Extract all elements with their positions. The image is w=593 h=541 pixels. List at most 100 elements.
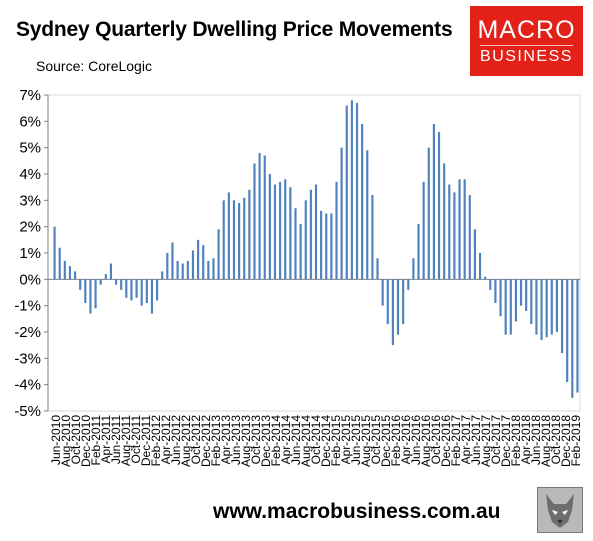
x-tick-label: Jun-2014 <box>289 415 303 465</box>
x-tick-label: Apr-2017 <box>459 415 473 465</box>
x-tick-label: Oct-2014 <box>309 415 323 465</box>
x-tick-label: Apr-2013 <box>219 415 233 465</box>
x-tick-label: Feb-2012 <box>149 415 163 467</box>
bar <box>499 279 502 317</box>
x-tick-label: Apr-2016 <box>399 415 413 465</box>
bar <box>396 279 400 335</box>
y-tick-label: 3% <box>19 192 41 209</box>
x-tick-label: Feb-2019 <box>569 415 583 467</box>
bar <box>156 279 159 301</box>
bar <box>468 195 471 280</box>
x-tick-label: Dec-2013 <box>259 415 273 467</box>
chart-bars <box>53 100 579 398</box>
x-tick-label: Feb-2017 <box>449 415 463 467</box>
bar <box>109 263 113 280</box>
bar <box>550 279 553 335</box>
bar <box>325 213 328 280</box>
bar <box>166 253 169 280</box>
x-tick-label: Oct-2011 <box>129 415 143 464</box>
bar <box>243 197 246 280</box>
bar <box>540 279 543 340</box>
bar <box>248 189 251 280</box>
bar <box>150 279 154 314</box>
bar <box>284 179 287 280</box>
bar <box>571 279 574 398</box>
x-tick-label: Aug-2011 <box>119 415 133 466</box>
bar <box>125 279 128 298</box>
bar <box>238 202 241 280</box>
x-tick-label: Oct-2018 <box>549 415 563 465</box>
bar <box>232 200 236 280</box>
bar <box>473 229 476 280</box>
bar <box>304 200 307 280</box>
bar <box>299 224 302 280</box>
bar <box>417 224 420 280</box>
x-tick-label: Jun-2013 <box>229 415 243 465</box>
bar <box>120 279 123 290</box>
bar <box>412 258 415 280</box>
bar <box>197 239 200 280</box>
bar <box>212 258 215 280</box>
bar <box>115 279 118 285</box>
bar <box>263 155 266 280</box>
bar <box>181 263 184 280</box>
x-tick-label: Dec-2014 <box>319 415 333 467</box>
bar <box>84 279 87 304</box>
bar <box>525 279 528 311</box>
x-tick-label: Oct-2013 <box>249 415 263 465</box>
x-tick-label: Dec-2012 <box>199 415 213 467</box>
bar <box>145 279 148 304</box>
x-tick-label: Jun-2017 <box>469 415 483 465</box>
bar <box>463 179 466 280</box>
x-tick-label: Jun-2015 <box>349 415 363 465</box>
y-tick-label: -3% <box>14 350 41 367</box>
x-tick-label: Feb-2014 <box>269 415 283 467</box>
bar <box>253 163 256 280</box>
bar <box>407 279 410 290</box>
x-tick-label: Dec-2018 <box>559 415 573 467</box>
x-tick-label: Aug-2013 <box>239 415 253 467</box>
bar <box>171 242 174 280</box>
bar <box>366 150 369 280</box>
bar <box>566 279 569 383</box>
bar-chart: 7%6%5%4%3%2%1%0%-1%-2%-3%-4%-5%Jun-2010A… <box>14 87 583 467</box>
plot-frame <box>47 94 581 412</box>
bar <box>68 266 72 280</box>
x-tick-label: Feb-2018 <box>509 415 523 467</box>
y-tick-label: -1% <box>14 298 41 315</box>
chart-source: Source: CoreLogic <box>36 58 152 74</box>
bar <box>560 279 564 354</box>
bar <box>279 181 282 280</box>
x-tick-label: Dec-2017 <box>499 415 513 467</box>
x-tick-label: Apr-2015 <box>339 415 353 465</box>
chart-labels: 7%6%5%4%3%2%1%0%-1%-2%-3%-4%-5%Jun-2010A… <box>14 87 583 467</box>
x-tick-label: Aug-2017 <box>479 415 493 467</box>
bar <box>345 105 348 280</box>
x-tick-label: Aug-2016 <box>419 415 433 467</box>
x-tick-label: Dec-2011 <box>139 415 153 466</box>
bar <box>273 184 277 280</box>
bar <box>258 152 261 280</box>
bar <box>335 181 338 280</box>
bar <box>361 123 364 280</box>
bar <box>458 179 461 280</box>
y-tick-label: 2% <box>19 219 41 236</box>
bar <box>530 279 533 325</box>
bar <box>294 208 297 280</box>
bar <box>99 279 102 285</box>
x-tick-label: Aug-2018 <box>539 415 553 467</box>
x-tick-label: Jun-2016 <box>409 415 423 465</box>
y-tick-label: 1% <box>19 245 41 262</box>
x-tick-label: Aug-2010 <box>59 415 73 467</box>
x-tick-label: Oct-2015 <box>369 415 383 465</box>
footer-url[interactable]: www.macrobusiness.com.au <box>213 500 501 523</box>
bar <box>576 279 579 393</box>
x-tick-label: Oct-2012 <box>189 415 203 465</box>
chart-title: Sydney Quarterly Dwelling Price Movement… <box>16 18 453 41</box>
x-tick-label: Oct-2017 <box>489 415 503 465</box>
bar <box>53 226 56 280</box>
bar <box>130 279 133 301</box>
bar <box>350 100 353 280</box>
logo-divider <box>480 45 573 46</box>
x-tick-label: Apr-2018 <box>519 415 533 465</box>
